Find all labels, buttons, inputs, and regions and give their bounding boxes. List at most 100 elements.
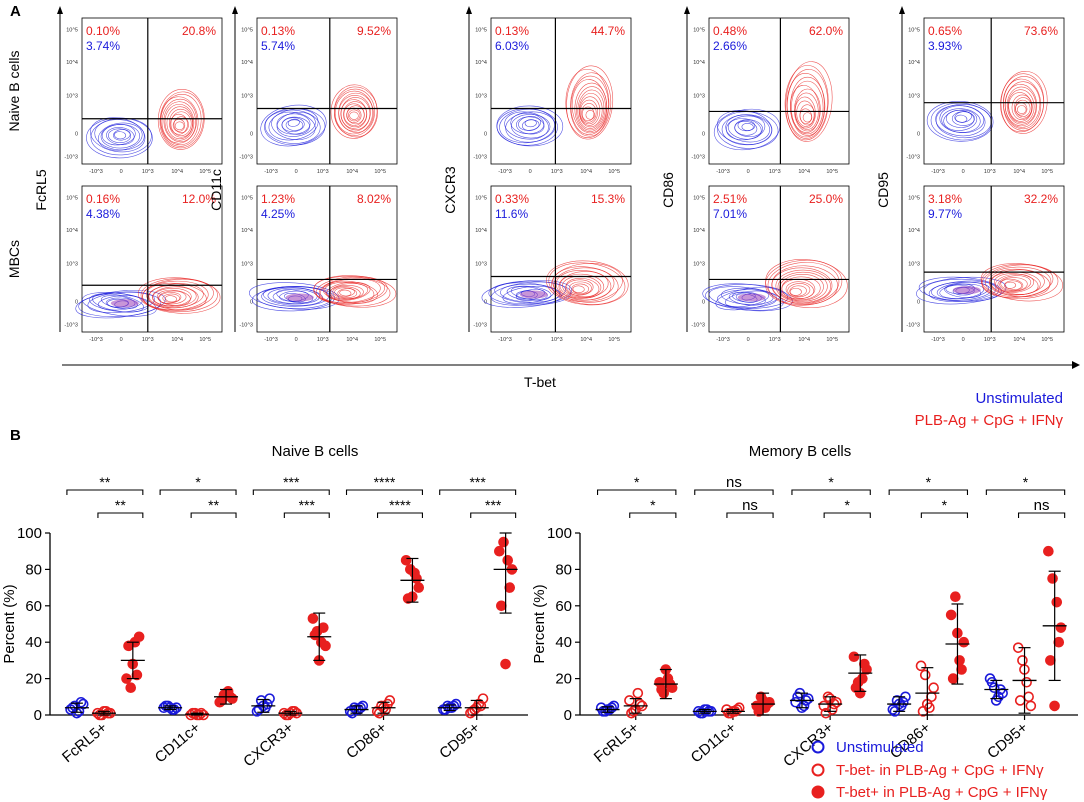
data-point-unstimulated — [790, 696, 801, 708]
y-tick-label: 60 — [25, 598, 42, 615]
sig-bracket-inner — [190, 512, 237, 518]
data-point-tbet-pos — [494, 545, 505, 557]
x-tick-label: -10^3 — [89, 169, 103, 175]
sig-label-inner: ** — [115, 497, 126, 513]
contour-overlap — [737, 293, 766, 302]
quadrant-ul-unstimulated: 6.03% — [495, 39, 529, 53]
contour-unstimulated — [945, 110, 975, 128]
sig-label-inner: **** — [389, 497, 411, 513]
y-tick-label: 10^5 — [66, 28, 78, 34]
sig-bracket-outer — [252, 489, 330, 495]
contour-stimulated — [1000, 70, 1048, 134]
contour-unstimulated — [715, 286, 783, 311]
data-point-tbet-pos — [307, 613, 319, 624]
x-tick-label: 10^4 — [1013, 337, 1025, 343]
marker-label-fcrl5: FcRL5 — [33, 169, 49, 210]
contour-unstimulated — [267, 287, 321, 305]
x-tick-label: 0 — [529, 337, 532, 343]
x-tick-label: 10^5 — [199, 169, 211, 175]
contour-stimulated — [585, 110, 596, 120]
y-tick-label: 0 — [34, 707, 42, 724]
data-point-tbet-pos — [133, 631, 145, 643]
sig-label-outer: * — [828, 474, 834, 490]
sig-bracket-inner — [920, 512, 969, 518]
y-tick-label: 10^5 — [475, 196, 487, 202]
sig-bracket-outer — [888, 489, 969, 495]
y-tick-label: 10^4 — [908, 228, 920, 234]
category-label: FcRL5+ — [591, 719, 643, 766]
x-tick-label: -10^3 — [498, 169, 512, 175]
y-tick-label: 10^3 — [475, 93, 487, 99]
contour-stimulated — [349, 111, 359, 120]
y-tick-label: 80 — [25, 561, 42, 578]
y-tick-label: 10^5 — [693, 196, 705, 202]
y-tick-label: 0 — [702, 299, 705, 305]
quadrant-ul-unstimulated: 3.74% — [86, 39, 120, 53]
data-point-tbet-pos — [857, 673, 868, 684]
x-tick-label: -10^3 — [931, 337, 945, 343]
contour-stimulated — [989, 268, 1050, 298]
contour-unstimulated — [97, 122, 143, 151]
x-tick-label: -10^3 — [264, 169, 278, 175]
sig-bracket-outer — [439, 489, 517, 495]
contour-unstimulated — [939, 283, 985, 299]
contour-stimulated — [786, 69, 828, 139]
quadrant-ul-stimulated: 0.13% — [261, 24, 295, 38]
y-tick-label: 0 — [75, 131, 78, 137]
data-point-unstimulated — [887, 704, 899, 715]
contour-unstimulated — [281, 117, 305, 132]
contour-stimulated — [570, 75, 609, 135]
x-tick-label: 10^3 — [551, 169, 563, 175]
data-point-tbet-pos — [1043, 545, 1054, 557]
y-tick-label: 10^5 — [693, 28, 705, 34]
chart-title: Memory B cells — [749, 443, 852, 460]
y-tick-label: 0 — [917, 131, 920, 137]
contour-stimulated — [158, 290, 187, 305]
contour-stimulated — [1004, 84, 1038, 127]
data-point-tbet-pos — [309, 629, 321, 641]
contour-stimulated — [581, 106, 595, 122]
contour-stimulated — [322, 280, 378, 304]
quadrant-ur-stimulated: 9.52% — [357, 24, 391, 38]
contour-unstimulated — [504, 111, 549, 140]
x-tick-label: 0 — [120, 337, 123, 343]
contour-unstimulated — [272, 289, 318, 304]
data-point-tbet-neg — [632, 687, 644, 699]
y-tick-label: 20 — [25, 671, 42, 688]
y-axis-arrowhead — [684, 6, 690, 14]
y-tick-label: 10^5 — [475, 28, 487, 34]
contour-overlap — [285, 293, 314, 302]
data-point-unstimulated — [251, 706, 263, 717]
data-point-tbet-neg — [928, 682, 939, 694]
x-tick-label: 10^5 — [1041, 169, 1053, 175]
contour-unstimulated — [276, 111, 316, 137]
contour-overlap — [519, 290, 548, 299]
contour-stimulated — [137, 277, 221, 314]
contour-stimulated — [334, 88, 375, 136]
contour-stimulated — [169, 113, 188, 135]
contour-stimulated — [565, 68, 610, 138]
y-tick-label: 10^5 — [908, 196, 920, 202]
data-point-tbet-neg — [919, 669, 931, 681]
data-point-tbet-pos — [500, 658, 511, 670]
marker-label-cxcr3: CXCR3 — [442, 166, 458, 214]
contour-stimulated — [339, 289, 352, 297]
contour-stimulated — [789, 285, 807, 297]
category-label: FcRL5+ — [59, 719, 111, 766]
sig-bracket-inner — [1017, 512, 1066, 518]
y-tick-label: 40 — [555, 634, 572, 651]
x-tick-label: 10^3 — [317, 169, 329, 175]
contour-unstimulated — [955, 114, 968, 123]
data-point-tbet-pos — [320, 640, 331, 652]
data-point-tbet-neg — [624, 695, 635, 706]
x-tick-label: 0 — [962, 337, 965, 343]
category-label: CD95+ — [436, 719, 483, 762]
quadrant-ul-unstimulated: 11.6% — [495, 207, 528, 221]
y-tick-label: -10^3 — [473, 323, 487, 329]
x-tick-label: 10^4 — [580, 169, 592, 175]
contour-stimulated — [158, 292, 182, 304]
data-point-tbet-pos — [496, 600, 507, 612]
contour-unstimulated — [705, 284, 789, 309]
contour-stimulated — [170, 111, 192, 137]
